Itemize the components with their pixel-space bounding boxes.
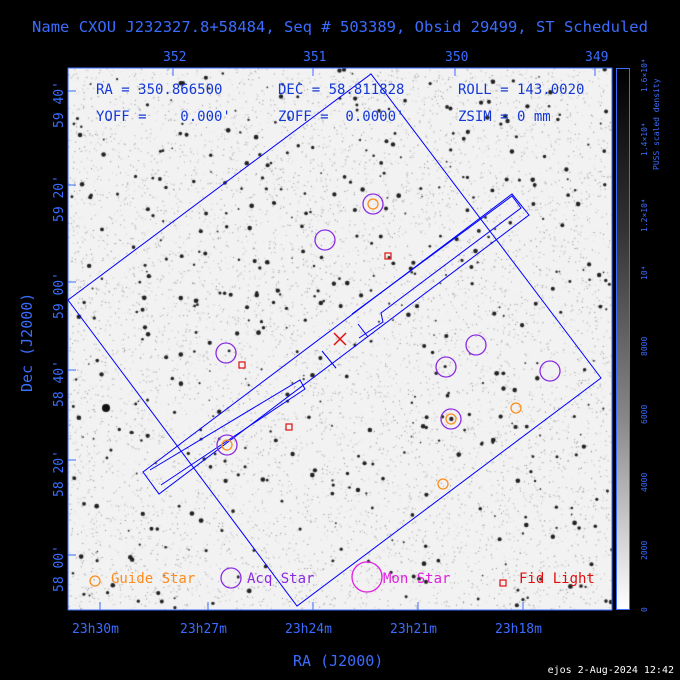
guide-star xyxy=(367,198,379,210)
legend-acq-icon xyxy=(220,567,242,589)
guide-star xyxy=(510,402,522,414)
plot-frame xyxy=(67,67,613,611)
legend-mon-label: Mon Star xyxy=(383,571,451,587)
colorbar-tick: 2000 xyxy=(640,540,649,560)
top-tick-label: 349 xyxy=(585,50,609,65)
left-tick-label: 59 40' xyxy=(52,81,67,128)
colorbar-tick: 0 xyxy=(640,607,649,612)
acq-star xyxy=(539,360,561,382)
bottom-tick-label: 23h30m xyxy=(72,622,119,637)
timestamp: ejos 2-Aug-2024 12:42 xyxy=(547,665,674,676)
fov-outline xyxy=(67,73,602,607)
info-ra: RA = 350.866500 xyxy=(96,82,223,98)
top-tick-label: 351 xyxy=(303,50,327,65)
left-tick-label: 58 40' xyxy=(52,360,67,407)
colorbar-title: PUSS scaled density xyxy=(652,78,661,170)
plot-title: Name CXOU J232327.8+58484, Seq # 503389,… xyxy=(32,18,648,36)
bottom-tick-label: 23h18m xyxy=(495,622,542,637)
chip-inner-upper xyxy=(351,195,522,339)
guide-star xyxy=(221,439,233,451)
colorbar-tick: 10⁴ xyxy=(640,265,649,280)
legend-mon-icon xyxy=(351,561,383,593)
aimpoint-marker xyxy=(333,332,347,346)
chip-inner-lower xyxy=(149,379,306,486)
guide-star xyxy=(445,413,457,425)
left-tick-label: 58 20' xyxy=(52,450,67,497)
acq-star xyxy=(216,434,238,456)
colorbar-tick: 6000 xyxy=(640,404,649,424)
info-zoff: ZOFF = 0.0000' xyxy=(278,109,405,125)
acq-star xyxy=(215,342,237,364)
acq-star xyxy=(465,334,487,356)
info-yoff: YOFF = 0.000' xyxy=(96,109,231,125)
top-tick-label: 352 xyxy=(163,50,187,65)
colorbar-tick: 8000 xyxy=(640,336,649,356)
fid-light xyxy=(384,252,392,260)
y-axis-label: Dec (J2000) xyxy=(18,292,36,392)
left-tick-label: 59 20' xyxy=(52,175,67,222)
acq-star xyxy=(440,408,462,430)
left-tick-label: 58 00' xyxy=(52,545,67,592)
colorbar-tick: 4000 xyxy=(640,472,649,492)
acq-star xyxy=(362,193,384,215)
colorbar xyxy=(616,68,630,610)
acq-star xyxy=(314,229,336,251)
info-zsim: ZSIM = 0 mm xyxy=(458,109,551,125)
fid-light xyxy=(285,423,293,431)
legend-fid-label: Fid Light xyxy=(519,571,595,587)
colorbar-tick: 1.6×10⁴ xyxy=(640,58,649,92)
guide-star xyxy=(437,478,449,490)
info-roll: ROLL = 143.0020 xyxy=(458,82,585,98)
top-tick-label: 350 xyxy=(445,50,469,65)
info-dec: DEC = 58.811828 xyxy=(278,82,405,98)
legend-fid-icon xyxy=(499,579,507,587)
bottom-tick-label: 23h21m xyxy=(390,622,437,637)
left-tick-label: 59 00' xyxy=(52,272,67,319)
acq-star xyxy=(435,356,457,378)
legend-guide-label: Guide Star xyxy=(111,571,196,587)
colorbar-tick: 1.2×10⁴ xyxy=(640,198,649,232)
colorbar-tick: 1.4×10⁴ xyxy=(640,122,649,156)
bottom-tick-label: 23h24m xyxy=(285,622,332,637)
fid-light xyxy=(238,361,246,369)
bottom-tick-label: 23h27m xyxy=(180,622,227,637)
chip-gap-line xyxy=(321,350,337,369)
legend-guide-icon xyxy=(89,575,101,587)
x-axis-label: RA (J2000) xyxy=(293,652,384,670)
legend-acq-label: Acq Star xyxy=(247,571,315,587)
chip-gap-line xyxy=(357,323,369,338)
